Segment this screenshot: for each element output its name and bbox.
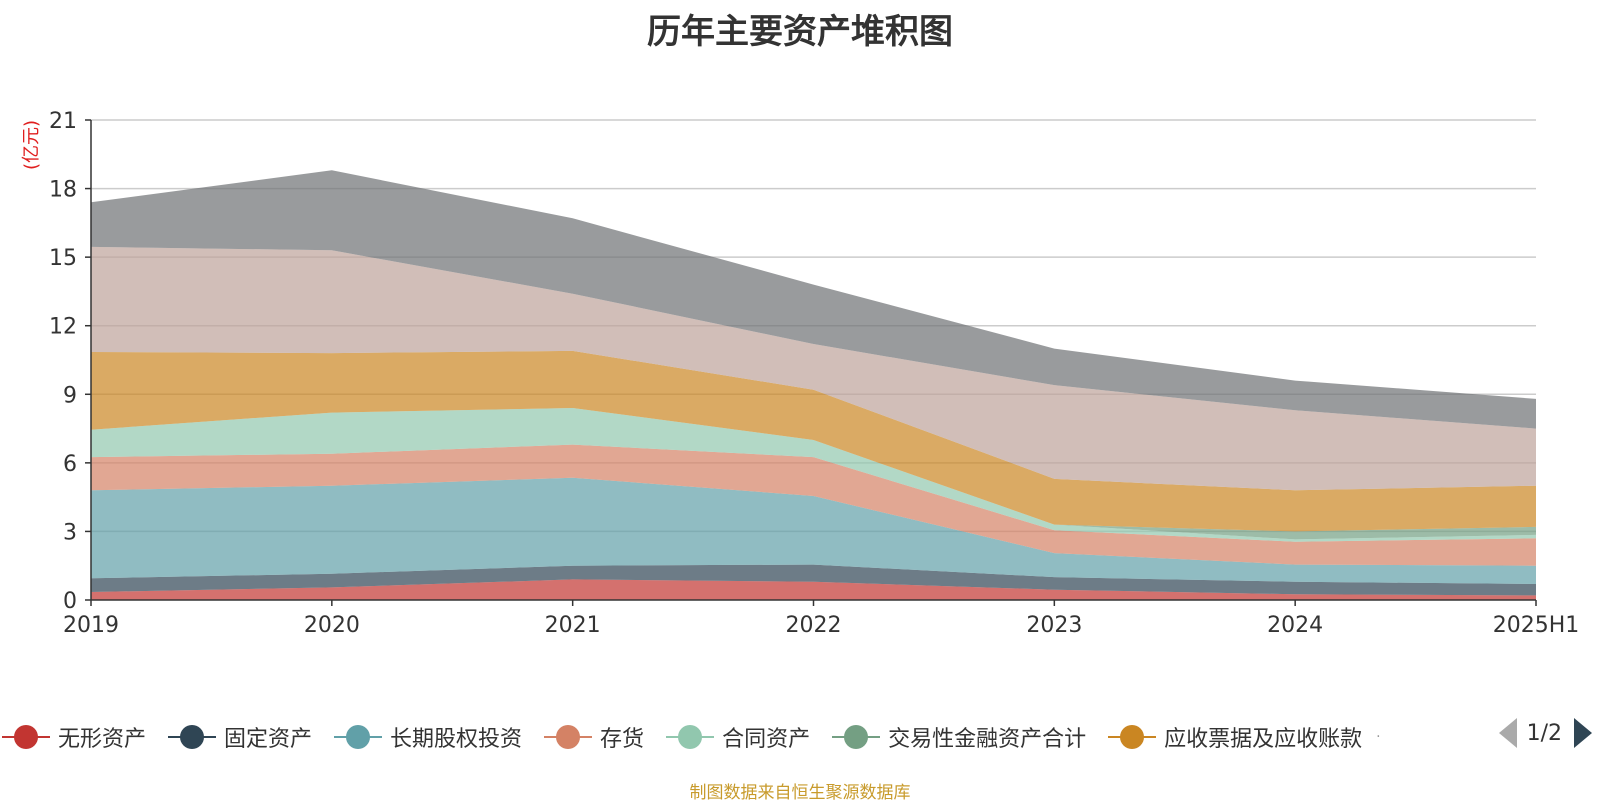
legend-overflow-dot: · xyxy=(1376,729,1381,745)
area-series-1[interactable] xyxy=(91,564,1536,596)
x-tick-label: 2023 xyxy=(1026,613,1082,638)
x-tick-label: 2021 xyxy=(545,613,601,638)
y-tick-label: 0 xyxy=(63,589,77,614)
legend-marker-icon xyxy=(830,725,882,749)
legend-item[interactable]: 长期股权投资 xyxy=(332,721,522,753)
legend: 无形资产 固定资产 长期股权投资 存货 合同资产 交易性金融资产合计 应收票据及应收账款 · xyxy=(0,717,1600,757)
legend-marker-icon xyxy=(166,725,218,749)
y-axis-unit: (亿元) xyxy=(21,120,42,170)
area-series-4[interactable] xyxy=(91,408,1536,542)
y-tick-label: 9 xyxy=(63,383,77,408)
area-series-8[interactable] xyxy=(91,170,1536,429)
legend-marker-icon xyxy=(332,725,384,749)
x-tick-label: 2020 xyxy=(304,613,360,638)
y-tick-label: 3 xyxy=(63,520,77,545)
legend-marker-icon xyxy=(542,725,594,749)
x-tick-label: 2019 xyxy=(63,613,119,638)
area-series-2[interactable] xyxy=(91,477,1536,584)
legend-label: 合同资产 xyxy=(722,727,811,752)
legend-label: 长期股权投资 xyxy=(390,727,523,752)
y-tick-label: 12 xyxy=(49,315,77,340)
area-series-3[interactable] xyxy=(91,444,1536,566)
area-series-0[interactable] xyxy=(91,579,1536,600)
legend-marker-icon xyxy=(1106,725,1158,749)
pager-next-icon[interactable] xyxy=(1574,718,1592,748)
y-tick-label: 18 xyxy=(49,178,77,203)
legend-item[interactable]: 应收票据及应收账款 xyxy=(1106,721,1362,753)
data-source-note: 制图数据来自恒生聚源数据库 xyxy=(689,783,911,803)
y-tick-label: 6 xyxy=(63,452,77,477)
legend-item[interactable]: 无形资产 xyxy=(0,721,146,753)
legend-item[interactable]: 固定资产 xyxy=(166,721,312,753)
pager-page-text: 1/2 xyxy=(1526,720,1562,746)
axes: 0 3 6 9 12 15 18 21 2019 2020 2021 2022 2023 2024 2025… xyxy=(49,109,1579,638)
stacked-area-chart: 0 3 6 9 12 15 18 21 2019 2020 2021 2022 2023 2024 2025… xyxy=(21,109,1579,638)
legend-marker-icon xyxy=(0,725,52,749)
legend-label: 交易性金融资产合计 xyxy=(888,727,1087,752)
area-series-6[interactable] xyxy=(91,350,1536,532)
legend-item[interactable]: 交易性金融资产合计 xyxy=(830,721,1086,753)
pager-prev-icon[interactable] xyxy=(1498,718,1517,748)
x-tick-label: 2024 xyxy=(1267,613,1323,638)
legend-label: 固定资产 xyxy=(224,727,313,752)
legend-label: 存货 xyxy=(600,727,645,752)
x-tick-label: 2025H1 xyxy=(1493,613,1580,638)
legend-pager: 1/2 xyxy=(1498,718,1592,748)
y-tick-label: 21 xyxy=(49,109,77,134)
legend-item[interactable]: 合同资产 xyxy=(664,721,810,753)
x-tick-label: 2022 xyxy=(786,613,842,638)
legend-label: 应收票据及应收账款 xyxy=(1164,727,1363,752)
legend-item[interactable]: 存货 xyxy=(542,721,644,753)
area-series-7[interactable] xyxy=(91,246,1536,491)
area-series xyxy=(91,170,1536,600)
chart-title: 历年主要资产堆积图 xyxy=(647,12,953,52)
y-tick-label: 15 xyxy=(49,246,77,271)
legend-label: 无形资产 xyxy=(58,727,147,752)
legend-marker-icon xyxy=(664,725,716,749)
